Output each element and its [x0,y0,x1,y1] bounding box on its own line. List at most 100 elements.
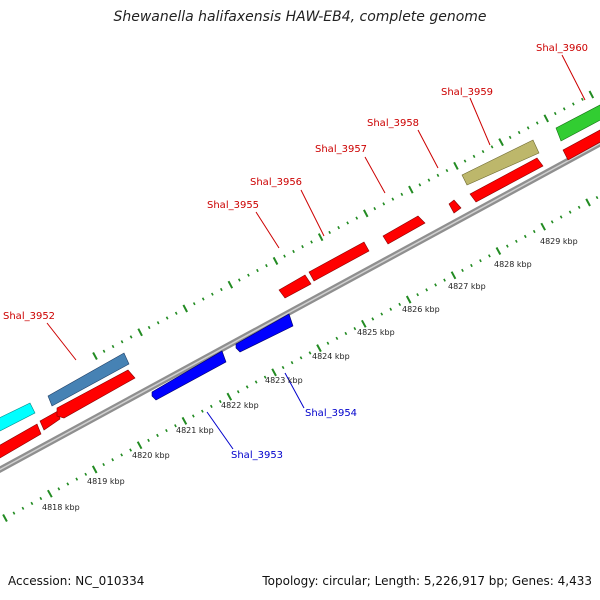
scale-minor-tick [373,207,377,211]
cog-bar-khaki[interactable] [461,139,540,186]
scale-minor-tick [550,220,554,224]
cds-shal-3959[interactable] [469,157,544,203]
gene-label-shal-3958[interactable]: Shal_3958 [367,118,419,129]
scale-minor-tick [595,196,599,200]
scale-minor-tick [30,501,34,506]
gene-labels: Shal_3952 Shal_3953 Shal_3954 Shal_3955 … [3,43,588,461]
scale-minor-tick [505,244,509,248]
kbp-label: 4828 kbp [494,260,532,269]
scale-major-tick [182,304,188,313]
kbp-label: 4824 kbp [312,352,350,361]
leader-lines [46,54,586,450]
kbp-label: 4821 kbp [176,426,214,435]
scale-minor-tick [192,302,196,306]
scale-minor-tick [391,197,395,201]
gene-label-shal-3960[interactable]: Shal_3960 [536,43,588,54]
scale-minor-tick [481,150,485,154]
scale-major-tick [227,280,234,289]
gene-label-shal-3952[interactable]: Shal_3952 [3,311,55,322]
scale-major-tick [136,441,143,450]
scale-minor-tick [12,511,16,515]
scale-minor-tick [488,254,491,258]
cds-shal-3955[interactable] [278,274,312,299]
scale-minor-tick [245,385,249,389]
scale-major-tick [585,198,591,207]
cds-shal-3956[interactable] [308,241,370,282]
scale-major-tick [317,233,324,242]
scale-major-tick [588,90,595,99]
scale-minor-tick [263,375,267,379]
scale-minor-tick [535,121,539,125]
kbp-label: 4819 kbp [87,477,125,486]
scale-minor-tick [355,216,359,220]
kbp-label: 4825 kbp [357,328,395,337]
scale-minor-tick [353,327,357,331]
scale-minor-tick [102,349,106,353]
cds-shal-3952a[interactable] [39,410,61,431]
scale-minor-tick [147,438,150,442]
cog-bar-green[interactable] [555,104,600,142]
cog-bar-cyan[interactable] [0,402,36,432]
scale-minor-tick [400,192,404,196]
scale-major-tick [408,185,414,194]
cds-shal-3953[interactable] [151,350,227,401]
scale-major-tick [2,514,8,522]
scale-minor-tick [514,239,518,243]
scale-minor-tick [292,249,295,254]
scale-minor-tick [371,317,375,321]
gene-label-shal-3956[interactable]: Shal_3956 [250,177,302,188]
scale-minor-tick [265,264,268,268]
genome-title: Shewanella halifaxensis HAW-EB4, complet… [113,9,487,25]
scale-minor-tick [508,135,512,139]
gene-label-shal-3957[interactable]: Shal_3957 [315,144,367,155]
gene-label-shal-3959[interactable]: Shal_3959 [441,87,493,98]
gene-label-shal-3954[interactable]: Shal_3954 [305,408,357,419]
scale-minor-tick [281,365,285,370]
scale-minor-tick [283,254,286,258]
scale-major-tick [137,328,143,337]
scale-major-tick [272,256,279,265]
cds-shal-3958[interactable] [448,199,462,214]
scale-minor-tick [111,344,115,349]
scale-minor-tick [553,111,557,116]
scale-major-tick [181,416,188,425]
scale-minor-tick [174,311,178,315]
scale-minor-tick [102,463,106,467]
scale-minor-tick [335,336,339,340]
scale-major-tick [92,352,98,360]
kbp-label: 4827 kbp [448,282,486,291]
scale-minor-tick [380,312,384,316]
scale-major-tick [47,489,53,498]
scale-major-tick [405,295,412,304]
scale-minor-tick [326,341,330,345]
cds-shal-3951[interactable] [0,423,42,459]
scale-minor-tick [436,173,440,177]
scale-minor-tick [256,268,259,273]
gene-label-shal-3953[interactable]: Shal_3953 [231,450,283,461]
scale-minor-tick [236,390,240,394]
genome-summary-label: Topology: circular; Length: 5,226,917 bp… [262,574,592,588]
gene-label-shal-3955[interactable]: Shal_3955 [207,200,259,211]
scale-minor-tick [470,263,473,268]
scale-major-tick [540,222,546,231]
scale-major-tick [91,465,98,474]
scale-minor-tick [147,325,151,330]
scale-major-tick [361,319,367,328]
cog-bar-steelblue[interactable] [47,352,130,407]
scale-minor-tick [434,283,437,287]
scale-major-tick [498,138,504,147]
scale-minor-tick [120,453,124,457]
cds-shal-3952[interactable] [56,369,136,419]
scale-minor-tick [463,159,467,163]
scale-minor-tick [526,126,530,130]
scale-minor-tick [416,293,420,297]
scale-minor-tick [301,245,304,249]
scale-minor-tick [571,102,575,106]
cds-shal-3960[interactable] [562,129,600,161]
scale-minor-tick [382,202,386,206]
scale-minor-tick [120,340,124,344]
cds-shal-3954[interactable] [235,313,294,353]
scale-minor-tick [237,278,241,282]
cds-shal-3957[interactable] [382,215,426,245]
